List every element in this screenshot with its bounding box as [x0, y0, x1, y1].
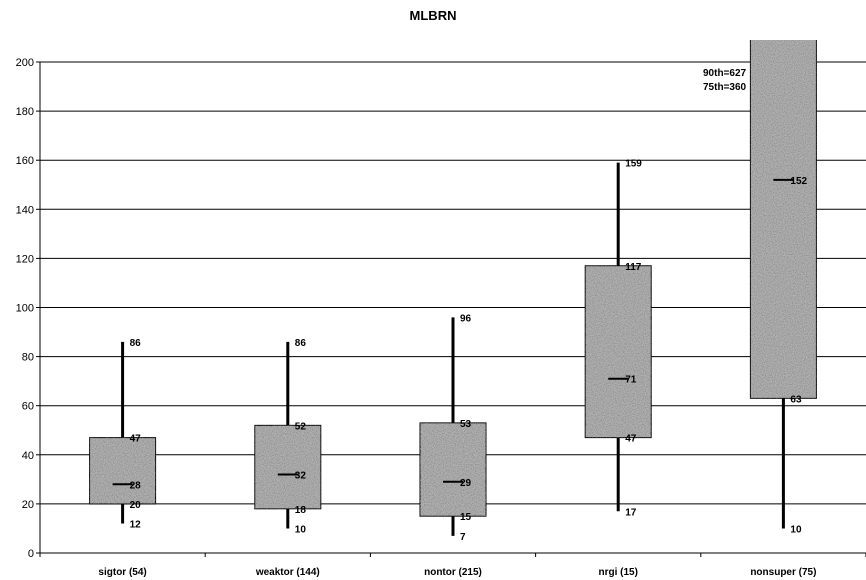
- value-label-median: 152: [790, 176, 807, 187]
- category-label: weaktor (144): [255, 567, 320, 578]
- category-label: nrgi (15): [598, 567, 637, 578]
- value-label-q3: 47: [130, 434, 142, 445]
- y-axis-ticks: 0 20 40 60 80 100 120 140 160 180 200: [16, 57, 34, 560]
- value-label-q3: 52: [295, 421, 307, 432]
- value-label-q1: 63: [790, 394, 802, 405]
- value-label-q1: 20: [130, 500, 142, 511]
- value-label-median: 71: [625, 375, 637, 386]
- y-tick-label: 20: [22, 499, 34, 511]
- annotation-90th: 90th=627: [703, 68, 747, 79]
- value-label-high: 96: [460, 313, 472, 324]
- value-label-median: 28: [130, 480, 142, 491]
- box-texture: [254, 425, 321, 509]
- box-texture: [585, 265, 652, 438]
- value-label-high: 86: [295, 338, 307, 349]
- box-texture: [89, 437, 156, 504]
- y-tick-label: 80: [22, 352, 34, 364]
- annotation-75th: 75th=360: [703, 82, 747, 93]
- y-tick-label: 60: [22, 401, 34, 413]
- category-label: nontor (215): [424, 567, 482, 578]
- value-label-q3: 53: [460, 419, 472, 430]
- value-label-q3: 117: [625, 262, 642, 273]
- y-tick-label: 180: [16, 106, 34, 118]
- value-labels: 86 47 28 20 12 86 52 32 18 10 96 53 29 15 7 159 117 71 47 1…: [130, 159, 808, 543]
- value-label-q1: 18: [295, 505, 307, 516]
- x-axis-categories: sigtor (54) weaktor (144) nontor (215) nrgi…: [98, 567, 816, 578]
- y-tick-label: 140: [16, 204, 34, 216]
- value-label-q1: 15: [460, 512, 472, 523]
- value-label-low: 17: [625, 507, 637, 518]
- value-label-low: 10: [790, 524, 802, 535]
- value-label-high: 159: [625, 159, 642, 170]
- value-label-low: 7: [460, 532, 466, 543]
- y-tick-label: 160: [16, 155, 34, 167]
- y-tick-label: 200: [16, 57, 34, 69]
- boxes: [89, 40, 817, 536]
- value-label-median: 32: [295, 470, 307, 481]
- box-texture: [420, 422, 486, 517]
- y-tick-label: 100: [16, 303, 34, 315]
- value-label-high: 86: [130, 338, 142, 349]
- box-texture: [750, 40, 817, 399]
- y-tick-label: 120: [16, 253, 34, 265]
- category-label: sigtor (54): [98, 567, 146, 578]
- value-label-low: 10: [295, 524, 307, 535]
- value-label-q1: 47: [625, 434, 637, 445]
- y-tick-label: 0: [28, 548, 34, 560]
- category-label: nonsuper (75): [750, 567, 816, 578]
- value-label-low: 12: [130, 520, 142, 531]
- chart-title: MLBRN: [410, 8, 457, 23]
- value-label-median: 29: [460, 478, 472, 489]
- y-tick-label: 40: [22, 450, 34, 462]
